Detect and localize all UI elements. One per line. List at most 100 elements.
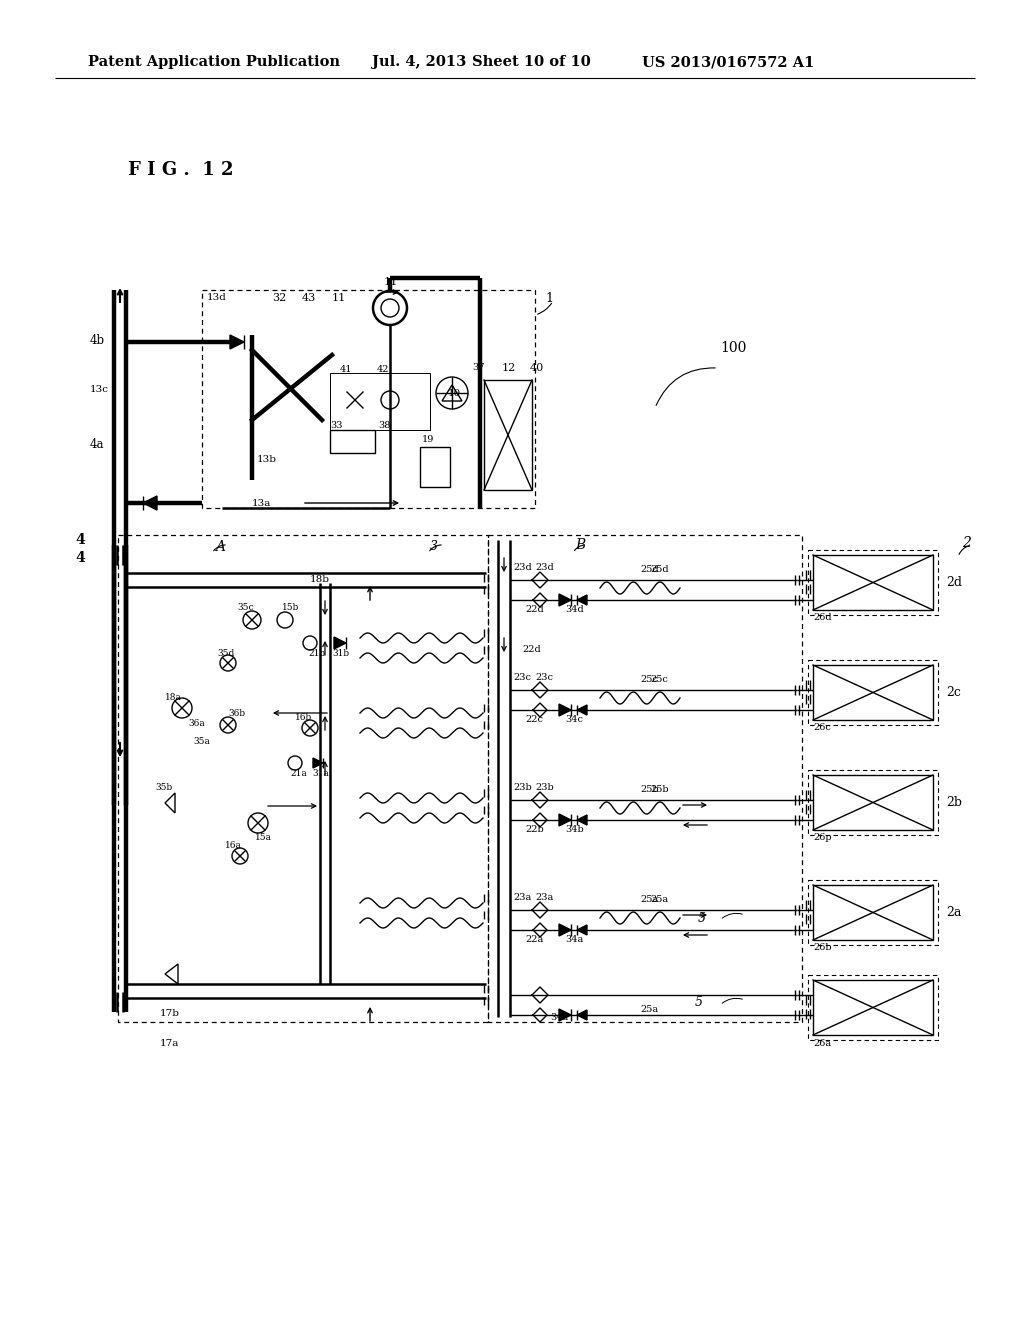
Text: 13d: 13d — [207, 293, 227, 302]
Text: 4b: 4b — [90, 334, 105, 346]
Text: 42: 42 — [377, 366, 389, 375]
Text: 35b: 35b — [155, 784, 172, 792]
Polygon shape — [577, 925, 587, 935]
Text: 26b: 26b — [813, 944, 831, 953]
Text: 26d: 26d — [813, 614, 831, 623]
Text: 25a: 25a — [640, 1006, 658, 1015]
Text: 5: 5 — [698, 912, 706, 924]
Text: 23a: 23a — [513, 892, 531, 902]
Text: 13a: 13a — [252, 499, 271, 507]
Text: Patent Application Publication: Patent Application Publication — [88, 55, 340, 69]
Text: 22d: 22d — [522, 644, 541, 653]
Text: 19: 19 — [422, 434, 434, 444]
Text: 25b: 25b — [650, 785, 669, 795]
Text: 2c: 2c — [946, 685, 961, 698]
Text: 25c: 25c — [640, 676, 657, 685]
Polygon shape — [334, 638, 346, 649]
Text: 23a: 23a — [535, 894, 553, 903]
Polygon shape — [577, 814, 587, 825]
Polygon shape — [559, 814, 571, 826]
Text: 10: 10 — [447, 388, 461, 397]
Text: 34d: 34d — [565, 606, 584, 615]
Text: 25a: 25a — [650, 895, 668, 904]
Text: 22c: 22c — [525, 715, 543, 725]
Text: US 2013/0167572 A1: US 2013/0167572 A1 — [642, 55, 814, 69]
Text: 2: 2 — [962, 536, 971, 550]
Text: 25b: 25b — [640, 785, 658, 795]
Text: 36b: 36b — [228, 709, 245, 718]
Text: 3: 3 — [430, 540, 438, 553]
Polygon shape — [559, 924, 571, 936]
Text: 23d: 23d — [535, 564, 554, 573]
Polygon shape — [577, 705, 587, 715]
Text: 36a: 36a — [188, 718, 205, 727]
Text: 13b: 13b — [257, 455, 278, 465]
Text: 26a: 26a — [813, 1039, 831, 1048]
Text: 25d: 25d — [640, 565, 658, 574]
Polygon shape — [559, 594, 571, 606]
Text: 31b: 31b — [332, 648, 349, 657]
Text: 35c: 35c — [237, 603, 254, 612]
Text: 34a: 34a — [565, 936, 584, 945]
Text: 38: 38 — [378, 421, 390, 430]
Text: 40: 40 — [530, 363, 544, 374]
Text: 2d: 2d — [946, 576, 962, 589]
Text: 34c: 34c — [565, 715, 583, 725]
Text: 22a: 22a — [525, 936, 544, 945]
Text: A: A — [215, 540, 225, 554]
Polygon shape — [577, 1010, 587, 1020]
Text: 23c: 23c — [513, 672, 531, 681]
Text: 23c: 23c — [535, 673, 553, 682]
Text: Jul. 4, 2013: Jul. 4, 2013 — [372, 55, 466, 69]
Polygon shape — [143, 496, 157, 510]
Text: 41: 41 — [340, 366, 352, 375]
Text: 31a: 31a — [312, 768, 329, 777]
Text: 21a: 21a — [290, 768, 307, 777]
Text: 13c: 13c — [90, 385, 109, 395]
Text: 23d: 23d — [513, 562, 531, 572]
Text: 18a: 18a — [165, 693, 182, 702]
Text: 11: 11 — [384, 277, 398, 286]
Text: 37: 37 — [472, 363, 484, 372]
Text: 26c: 26c — [813, 723, 830, 733]
Text: 22d: 22d — [525, 606, 544, 615]
Polygon shape — [577, 595, 587, 605]
Text: 35d: 35d — [217, 648, 234, 657]
Text: 15b: 15b — [282, 603, 299, 612]
Text: 12: 12 — [502, 363, 516, 374]
Text: Sheet 10 of 10: Sheet 10 of 10 — [472, 55, 591, 69]
Text: 43: 43 — [302, 293, 316, 304]
Text: 5: 5 — [695, 997, 703, 1010]
Text: 11: 11 — [332, 293, 346, 304]
Text: 4: 4 — [75, 550, 85, 565]
Text: 21b: 21b — [308, 648, 326, 657]
Text: 35a: 35a — [193, 737, 210, 746]
Text: 23b: 23b — [513, 783, 531, 792]
Polygon shape — [559, 1008, 571, 1020]
Text: 25d: 25d — [650, 565, 669, 574]
Polygon shape — [559, 704, 571, 715]
Text: 22b: 22b — [525, 825, 544, 834]
Text: 2a: 2a — [946, 906, 962, 919]
Text: 100: 100 — [720, 341, 746, 355]
Text: 18b: 18b — [310, 576, 330, 585]
Text: 34a: 34a — [550, 1012, 568, 1022]
Text: 16a: 16a — [225, 842, 242, 850]
Text: 34b: 34b — [565, 825, 584, 834]
Polygon shape — [313, 758, 323, 768]
Text: 15a: 15a — [255, 833, 272, 842]
Text: 25c: 25c — [650, 676, 668, 685]
Text: 33: 33 — [330, 421, 342, 430]
Text: 1: 1 — [545, 292, 553, 305]
Text: 2b: 2b — [946, 796, 962, 808]
Text: 26p: 26p — [813, 833, 831, 842]
Text: 17a: 17a — [160, 1040, 179, 1048]
Text: F I G .  1 2: F I G . 1 2 — [128, 161, 233, 180]
Text: 32: 32 — [272, 293, 287, 304]
Text: 25a: 25a — [640, 895, 658, 904]
Text: 4: 4 — [75, 533, 85, 546]
Text: B: B — [575, 539, 586, 552]
Text: 4a: 4a — [90, 438, 104, 451]
Polygon shape — [230, 335, 244, 348]
Text: 16b: 16b — [295, 714, 312, 722]
